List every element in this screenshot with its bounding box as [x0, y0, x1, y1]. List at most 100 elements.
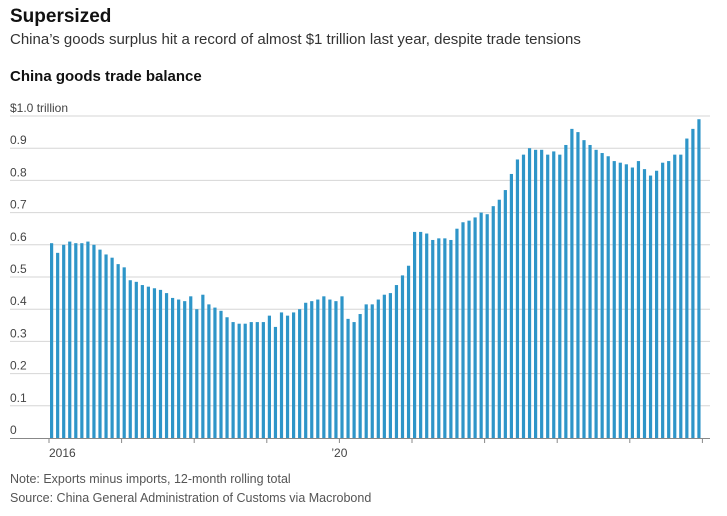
- y-tick-label: 0.6: [10, 230, 27, 244]
- y-tick-label: 0.2: [10, 359, 27, 373]
- bar: [201, 294, 205, 438]
- bar: [564, 144, 568, 439]
- bar: [612, 161, 616, 438]
- bar: [140, 285, 144, 438]
- bar: [546, 154, 550, 438]
- bar: [364, 304, 368, 438]
- bar: [431, 239, 435, 438]
- bar: [322, 296, 326, 438]
- bar: [231, 322, 235, 438]
- bar: [588, 144, 592, 439]
- bar: [394, 285, 399, 438]
- bar: [461, 222, 465, 438]
- bar: [80, 243, 84, 438]
- bar: [413, 231, 417, 438]
- bar: [255, 322, 259, 438]
- bar: [243, 323, 247, 438]
- bar: [534, 149, 538, 438]
- y-tick-label: 0.3: [10, 326, 27, 340]
- bar: [406, 265, 411, 438]
- bar: [509, 173, 513, 438]
- chart-title: China goods trade balance: [10, 68, 202, 85]
- y-tick-label: 0: [10, 423, 17, 437]
- bar: [158, 289, 163, 438]
- bar: [479, 212, 483, 438]
- bar: [503, 190, 507, 438]
- bar: [298, 309, 302, 438]
- bar: [62, 244, 66, 438]
- bar: [485, 214, 489, 438]
- bar: [310, 301, 314, 438]
- bar: [497, 199, 501, 438]
- bar: [358, 314, 362, 438]
- bar: [164, 293, 169, 438]
- bar: [437, 238, 441, 438]
- bar: [195, 309, 199, 438]
- bar: [104, 254, 108, 438]
- bar: [582, 140, 586, 438]
- bar: [527, 148, 532, 438]
- x-tick-label: ’20: [331, 446, 347, 460]
- bar: [50, 243, 54, 438]
- bar: [606, 156, 610, 438]
- bar: [697, 119, 701, 438]
- bar: [74, 243, 78, 438]
- bar-chart: 0 0.1 0.2 0.3 0.4 0.5 0.6 0.7 0.8 0.9 $1.0 trillio…: [10, 101, 710, 460]
- bar: [183, 301, 187, 438]
- bar: [352, 322, 356, 438]
- bar: [346, 318, 350, 438]
- bar: [491, 206, 495, 438]
- bar: [655, 170, 659, 439]
- bar: [249, 322, 253, 438]
- bar: [552, 151, 556, 439]
- y-tick-label: 0.1: [10, 391, 27, 405]
- chart-note: Note: Exports minus imports, 12-month ro…: [10, 472, 291, 486]
- bar: [219, 310, 223, 438]
- bar: [328, 299, 332, 438]
- bar: [152, 288, 157, 438]
- bar: [558, 154, 562, 438]
- bar: [642, 169, 647, 438]
- bar: [267, 315, 271, 438]
- bar: [86, 241, 90, 438]
- bar: [237, 323, 241, 438]
- y-tick-label: 0.8: [10, 165, 27, 179]
- bar: [56, 252, 60, 438]
- bar: [630, 167, 634, 438]
- bar: [316, 299, 320, 438]
- bar: [425, 233, 429, 438]
- bar: [673, 154, 677, 438]
- bar: [624, 164, 628, 439]
- bar: [128, 280, 132, 438]
- bar: [521, 154, 526, 438]
- bar: [388, 293, 392, 438]
- y-tick-label: $1.0 trillion: [10, 101, 68, 115]
- chart-subtitle: China’s goods surplus hit a record of al…: [10, 31, 581, 48]
- bar: [455, 228, 459, 438]
- bar: [334, 301, 338, 438]
- x-tick-label: 2016: [49, 446, 76, 460]
- bar: [467, 220, 471, 438]
- bar: [213, 307, 217, 438]
- bar: [376, 299, 380, 438]
- bar: [189, 296, 193, 438]
- bar: [92, 244, 96, 438]
- bar: [177, 299, 181, 438]
- bar: [661, 162, 665, 438]
- bar: [261, 322, 265, 438]
- bar: [292, 312, 296, 438]
- bar: [540, 149, 544, 438]
- y-tick-label: 0.7: [10, 198, 27, 212]
- bar: [110, 257, 114, 438]
- bar: [594, 149, 598, 438]
- bar: [279, 312, 284, 438]
- bar: [340, 296, 344, 438]
- bar: [171, 297, 175, 438]
- bar: [68, 241, 72, 438]
- bar: [449, 239, 453, 438]
- bar: [667, 161, 671, 438]
- y-tick-label: 0.4: [10, 294, 27, 308]
- bar: [443, 238, 447, 438]
- bar: [273, 326, 278, 438]
- bar: [419, 231, 423, 438]
